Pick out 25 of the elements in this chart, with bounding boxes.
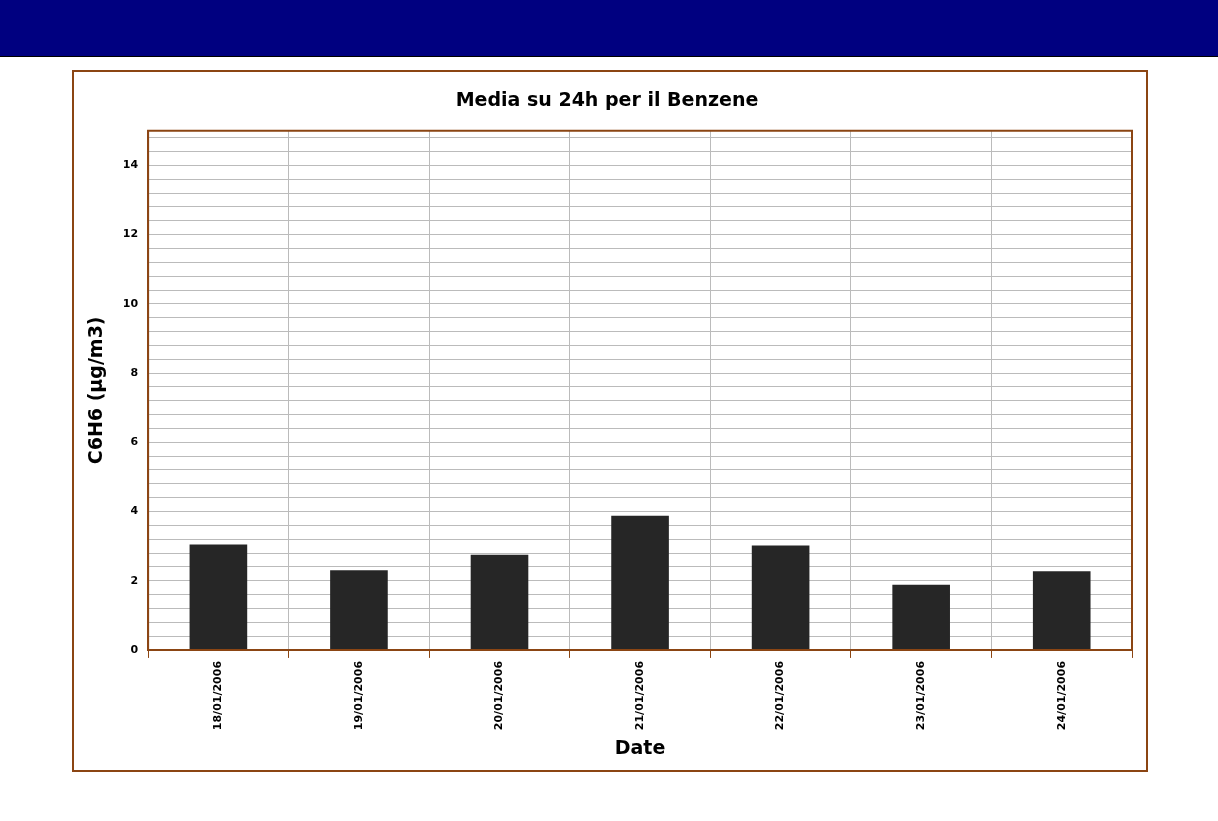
y-tick-label: 8 — [130, 365, 139, 379]
y-tick-label: 12 — [122, 227, 139, 241]
y-tick-label: 0 — [130, 642, 139, 656]
y-tick-label: 10 — [122, 296, 139, 310]
bar — [611, 515, 669, 650]
x-tick-label: 18/01/2006 — [211, 660, 225, 731]
bar — [189, 544, 248, 650]
x-tick-label: 23/01/2006 — [914, 660, 928, 731]
x-tick-label: 22/01/2006 — [773, 660, 787, 731]
y-tick-label: 6 — [130, 435, 139, 449]
x-tick-label: 20/01/2006 — [492, 660, 506, 731]
x-tick-label: 24/01/2006 — [1054, 660, 1068, 731]
y-axis-title: C6H6 (µg/m3) — [84, 316, 107, 465]
bar — [892, 584, 950, 650]
bar — [470, 554, 529, 650]
y-tick-label: 4 — [130, 504, 139, 518]
chart-title: Media su 24h per il Benzene — [455, 88, 759, 111]
y-tick-label: 14 — [122, 158, 139, 172]
x-tick-label: 19/01/2006 — [351, 660, 365, 731]
x-axis-title: Date — [614, 735, 666, 758]
bar — [1032, 571, 1091, 650]
bar — [330, 570, 388, 650]
y-tick-label: 2 — [130, 573, 139, 587]
bar — [751, 545, 810, 650]
x-tick-label: 21/01/2006 — [632, 660, 646, 731]
